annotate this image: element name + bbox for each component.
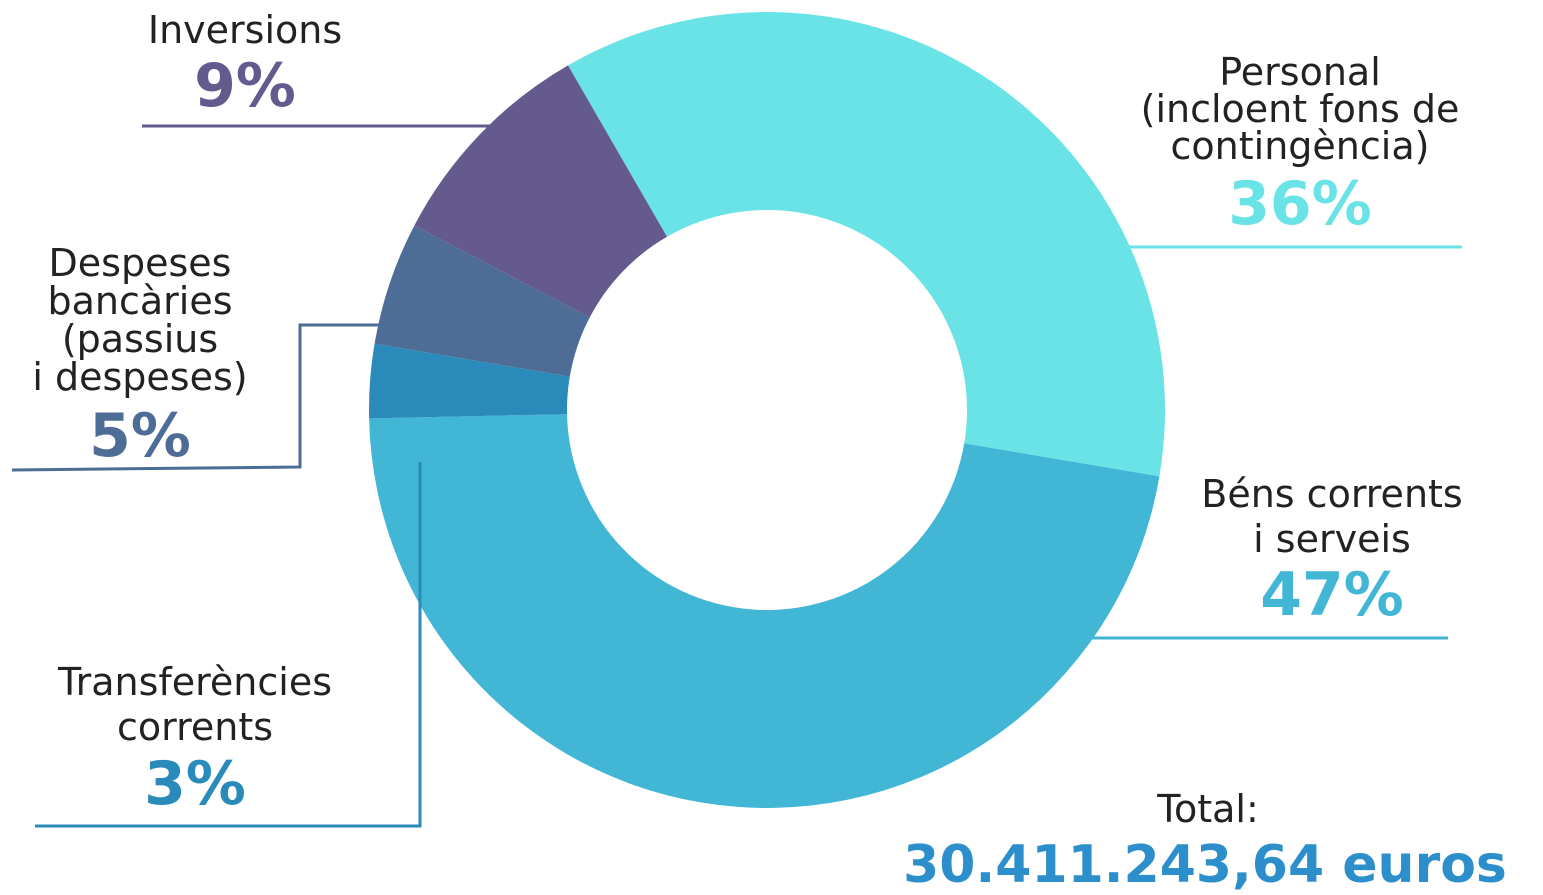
label-inversions-line-1: Inversions xyxy=(148,8,342,52)
percent-inversions: 9% xyxy=(194,51,296,121)
label-personal-line-1: Personal xyxy=(1219,50,1381,94)
label-bancaries-line-4: i despeses) xyxy=(32,355,247,399)
label-transf-line-2: corrents xyxy=(117,705,273,749)
label-bancaries-line-3: (passius xyxy=(62,317,218,361)
label-transf-line-1: Transferències xyxy=(57,660,332,704)
slice-labels: Personal(incloent fons decontingència)36… xyxy=(32,8,1462,819)
leader-line-transf xyxy=(35,462,422,828)
label-bancaries-line-1: Despeses xyxy=(49,241,232,285)
percent-personal: 36% xyxy=(1228,169,1372,239)
slice-bancaries xyxy=(374,225,590,377)
slice-personal xyxy=(568,11,1165,477)
leader-line-bancaries xyxy=(11,323,380,472)
label-personal-line-2: (incloent fons de xyxy=(1141,87,1460,131)
label-bens-line-2: i serveis xyxy=(1253,517,1411,561)
total-value: 30.411.243,64 euros xyxy=(903,835,1507,895)
percent-bancaries: 5% xyxy=(89,401,191,471)
slice-inversions xyxy=(414,65,667,318)
leader-lines xyxy=(11,124,1462,828)
label-bancaries-line-2: bancàries xyxy=(47,279,232,323)
percent-bens: 47% xyxy=(1260,560,1404,630)
donut-slices xyxy=(369,11,1165,808)
slice-bens xyxy=(369,414,1160,808)
label-personal-line-3: contingència) xyxy=(1171,124,1430,168)
total-label: Total: xyxy=(1156,787,1259,831)
percent-transf: 3% xyxy=(144,749,246,819)
slice-transf xyxy=(369,343,570,419)
label-bens-line-1: Béns corrents xyxy=(1201,472,1462,516)
